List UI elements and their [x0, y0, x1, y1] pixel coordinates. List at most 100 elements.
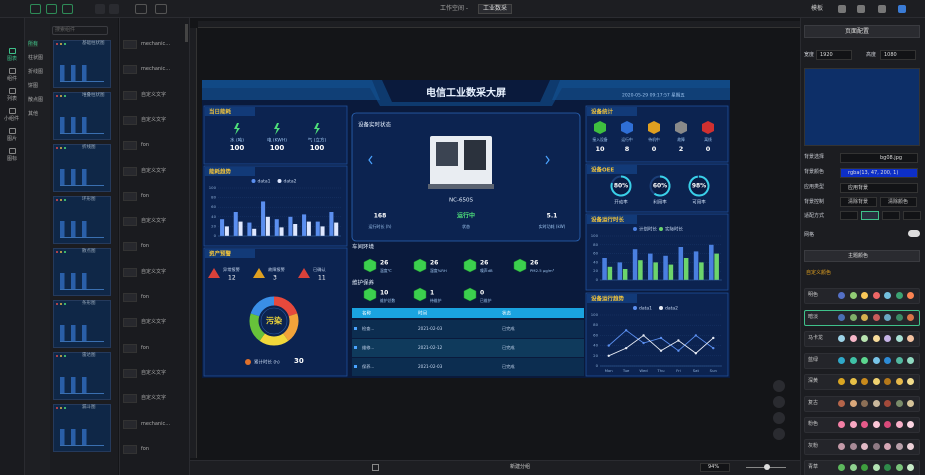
toolbar-button[interactable]: [135, 4, 147, 14]
zoom-value[interactable]: 94%: [708, 464, 720, 470]
category-item[interactable]: 所有: [28, 41, 39, 47]
layer-icon[interactable]: [123, 242, 137, 252]
category-item[interactable]: 折线图: [28, 69, 44, 75]
thumbnail-label[interactable]: 漏斗图: [82, 405, 96, 410]
fit-option[interactable]: [840, 211, 858, 220]
toolbar-icon[interactable]: [878, 5, 886, 13]
thumbnail-label[interactable]: 条形图: [82, 301, 96, 306]
layer-label[interactable]: fon: [141, 294, 149, 300]
layer-label[interactable]: 自定义文字: [141, 268, 167, 275]
theme-button-label[interactable]: 主题颜色: [848, 253, 869, 259]
sidebar-label[interactable]: 图片: [7, 136, 18, 142]
toolbar-button[interactable]: [95, 4, 105, 14]
property-input[interactable]: [840, 183, 918, 193]
layer-icon[interactable]: [123, 343, 137, 353]
layer-label[interactable]: 自定义文字: [141, 167, 167, 174]
layer-label[interactable]: fon: [141, 142, 149, 149]
fit-option[interactable]: [903, 211, 921, 220]
toolbar-button[interactable]: [109, 4, 119, 14]
layer-label[interactable]: mechanic…: [141, 41, 171, 47]
sidebar-label[interactable]: 组件: [7, 76, 18, 82]
layer-icon[interactable]: [123, 191, 137, 201]
layer-label[interactable]: 自定义文字: [141, 91, 167, 98]
property-value[interactable]: 应用背景: [848, 185, 869, 191]
thumbnail-label[interactable]: 基础柱状图: [82, 41, 105, 46]
thumbnail-label[interactable]: 雷达图: [82, 353, 96, 358]
fit-option[interactable]: [861, 211, 879, 220]
grid-toggle[interactable]: [908, 230, 920, 237]
bg-control-button-label[interactable]: 清除背景: [848, 199, 869, 205]
property-input[interactable]: [840, 168, 918, 178]
sidebar-label[interactable]: 列表: [7, 96, 18, 102]
canvas-tool-button[interactable]: [773, 412, 785, 424]
sidebar-label[interactable]: 小组件: [4, 116, 20, 122]
layer-label[interactable]: fon: [141, 192, 149, 199]
layer-icon[interactable]: [123, 166, 137, 176]
template-button[interactable]: 模板: [811, 5, 824, 12]
layer-icon[interactable]: [123, 65, 137, 75]
canvas-tool-button[interactable]: [773, 428, 785, 440]
theme-name[interactable]: 明色: [808, 292, 819, 298]
toolbar-button[interactable]: [46, 4, 57, 14]
layer-icon[interactable]: [123, 115, 137, 125]
layer-label[interactable]: 自定义文字: [141, 369, 167, 376]
theme-name[interactable]: 马卡龙: [808, 335, 824, 341]
layer-icon[interactable]: [123, 293, 137, 302]
layer-label[interactable]: mechanic…: [141, 420, 171, 427]
custom-color-label[interactable]: 自定义颜色: [806, 270, 832, 276]
layer-label[interactable]: 自定义文字: [141, 116, 167, 123]
category-item[interactable]: 其他: [28, 111, 39, 117]
theme-name[interactable]: 灰粉: [808, 442, 819, 449]
layer-icon[interactable]: [123, 141, 137, 151]
toolbar-button[interactable]: [62, 4, 73, 14]
toolbar-icon[interactable]: [838, 5, 846, 13]
zoom-handle[interactable]: [764, 464, 770, 470]
toolbar-icon[interactable]: [898, 5, 906, 13]
layer-icon[interactable]: [123, 267, 137, 277]
toolbar-icon[interactable]: [857, 5, 865, 13]
theme-name[interactable]: 深黄: [808, 378, 819, 384]
layer-icon[interactable]: [123, 444, 137, 454]
height-input[interactable]: [880, 50, 916, 60]
layer-icon[interactable]: [123, 90, 137, 100]
toolbar-button[interactable]: [30, 4, 41, 14]
thumbnail-label[interactable]: 环形图: [82, 197, 96, 202]
category-item[interactable]: 柱状图: [28, 55, 44, 61]
layer-icon[interactable]: [123, 318, 137, 328]
thumbnail-label[interactable]: 折线图: [82, 145, 96, 150]
width-input[interactable]: [816, 50, 852, 60]
layer-icon[interactable]: [123, 394, 137, 404]
sidebar-label[interactable]: 图标: [7, 156, 18, 162]
layer-icon[interactable]: [123, 217, 137, 227]
category-item[interactable]: 饼图: [28, 83, 39, 89]
new-group-button[interactable]: 新建分组: [510, 464, 531, 470]
theme-name[interactable]: 粉色: [808, 421, 819, 427]
sidebar-icon[interactable]: [9, 108, 16, 114]
sidebar-icon[interactable]: [9, 128, 16, 134]
theme-name[interactable]: 暗淡: [808, 313, 819, 320]
theme-name[interactable]: 蓝绿: [808, 356, 819, 363]
category-item[interactable]: 散点图: [28, 97, 44, 103]
theme-name[interactable]: 复古: [808, 399, 819, 406]
layer-label[interactable]: fon: [141, 344, 149, 351]
sidebar-icon[interactable]: [9, 88, 16, 94]
layer-label[interactable]: 自定义文字: [141, 319, 167, 326]
fit-option[interactable]: [882, 211, 900, 220]
sidebar-icon[interactable]: [9, 68, 16, 74]
search-box[interactable]: [52, 26, 108, 35]
property-value[interactable]: bg08.jpg: [880, 155, 903, 161]
layer-icon[interactable]: [123, 368, 137, 378]
bg-control-button[interactable]: [840, 197, 877, 207]
thumbnail-label[interactable]: 堆叠柱状图: [82, 93, 105, 98]
toolbar-button[interactable]: [155, 4, 167, 14]
theme-name[interactable]: 青草: [808, 464, 819, 470]
sidebar-icon[interactable]: [9, 48, 16, 54]
layer-label[interactable]: 自定义文字: [141, 218, 167, 225]
footer-icon[interactable]: [372, 464, 379, 471]
layer-icon[interactable]: [123, 40, 137, 49]
bg-control-button[interactable]: [880, 197, 917, 207]
layer-label[interactable]: 自定义文字: [141, 395, 167, 402]
layer-icon[interactable]: [123, 419, 137, 429]
layer-label[interactable]: mechanic…: [141, 66, 171, 73]
canvas-tool-button[interactable]: [773, 396, 785, 408]
